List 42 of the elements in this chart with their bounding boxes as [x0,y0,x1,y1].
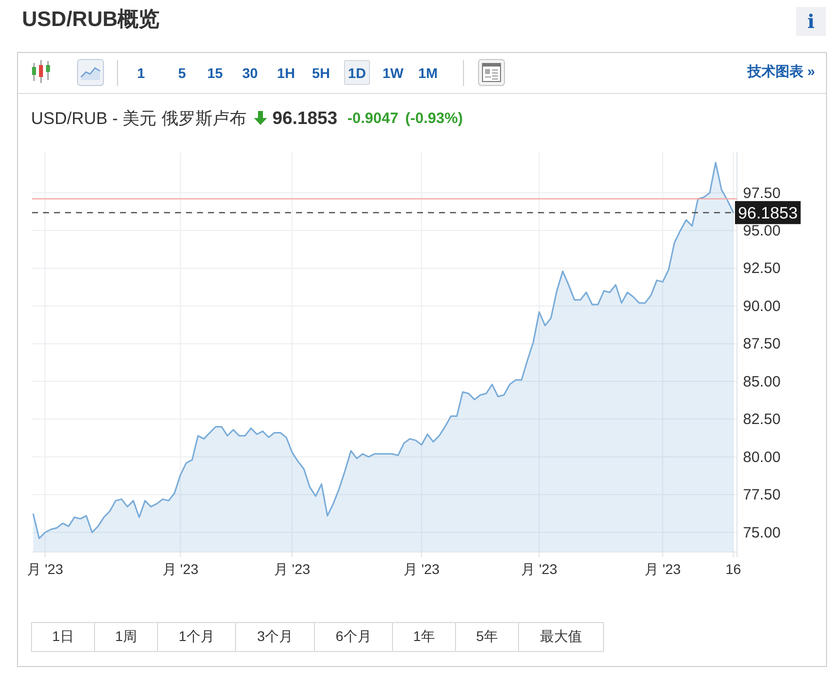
range-button: 6个月 [314,622,393,652]
change: -0.9047 [347,110,398,126]
x-tick-label: 月 '23 [162,561,199,577]
x-tick-label: 月 '23 [26,561,64,577]
x-tick-label: 月 '23 [644,561,681,577]
period-button: 1M [415,60,441,85]
subtitle: USD/RUB - 美元 俄罗斯卢布 [31,108,246,130]
period-button: 5 [169,60,195,85]
y-tick-label: 90.00 [743,298,781,315]
period-button: 1H [273,60,299,85]
period-button: 30 [237,60,263,85]
title: USD/RUB概览 [22,7,160,33]
x-tick-label: 月 '23 [521,561,558,577]
range-button: 5年 [455,622,519,652]
period-button: 5H [308,60,334,85]
range-button: 1日 [31,622,95,652]
y-tick-label: 77.50 [743,486,781,504]
y-tick-label: 82.50 [743,411,781,428]
change-percent: (-0.93%) [405,110,463,126]
y-tick-label: 85.00 [743,373,781,390]
range-button: 最大值 [518,622,604,652]
price: 96.1853 [272,108,338,128]
y-tick-label: 95.00 [743,222,781,240]
period-button: 1 [128,60,154,85]
period-button: 1D [344,60,370,85]
period-button: 1W [380,60,406,85]
range-button: 3个月 [235,622,315,652]
range-button: 1个月 [157,622,236,652]
y-tick-label: 75.00 [743,524,781,542]
info-button: i [796,7,826,36]
y-tick-label: 80.00 [743,448,781,466]
y-tick-label: 87.50 [743,336,781,353]
x-tick-label: 月 '23 [274,561,310,577]
period-button: 15 [202,60,228,85]
range-button: 1周 [94,622,158,652]
ref-line-label: 96.1853 [738,204,798,223]
x-tick-label: 月 '23 [403,561,440,577]
y-tick-label: 97.50 [743,184,781,202]
y-tick-label: 92.50 [743,260,781,278]
range-button: 1年 [392,622,456,652]
technical-chart-link: 技术图表 » [747,63,815,81]
x-tick-label: 16 [726,561,742,577]
